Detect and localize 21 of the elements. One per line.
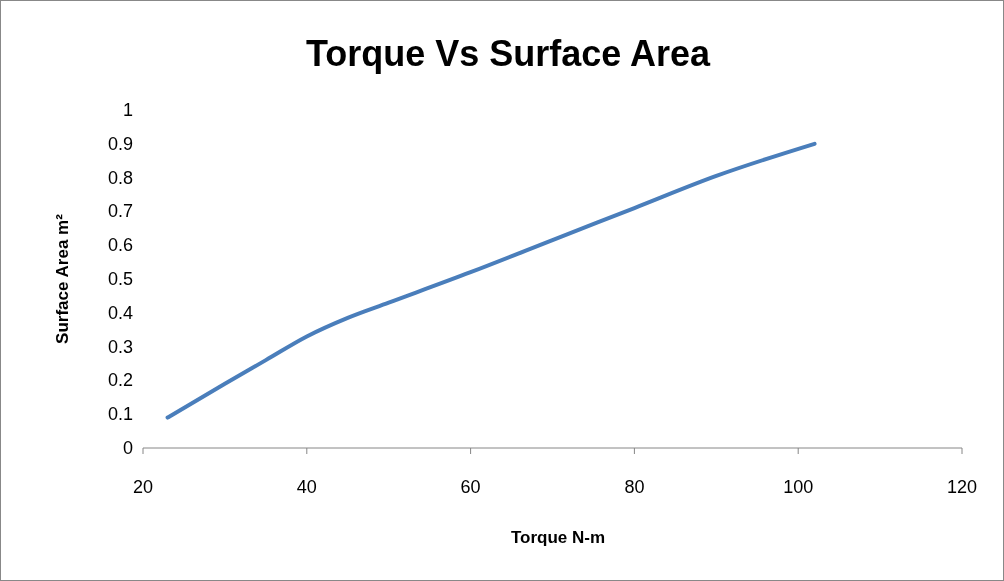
x-tick-label: 40 [296, 477, 317, 497]
x-tick-label: 60 [460, 477, 481, 497]
chart-title: Torque Vs Surface Area [305, 33, 712, 74]
y-tick-label: 0.7 [107, 201, 133, 222]
line-series [165, 141, 817, 420]
y-tick-label: 1 [122, 100, 133, 120]
x-tick-label: 100 [783, 477, 814, 497]
x-axis-title: Torque N-m [510, 528, 606, 547]
y-axis-title: Surface Area m² [53, 213, 72, 344]
y-tick-label: 0.6 [107, 235, 133, 256]
y-tick-label: 0.3 [107, 336, 133, 357]
x-tick-label: 80 [624, 477, 645, 497]
y-tick-label: 0.8 [107, 167, 133, 188]
y-tick-label: 0 [122, 438, 133, 458]
y-tick-label: 0.1 [107, 404, 133, 425]
y-tick-label: 0.5 [107, 269, 133, 289]
x-tick-label: 120 [946, 477, 978, 497]
y-tick-label: 0.4 [107, 302, 133, 323]
x-tick-label: 20 [132, 477, 154, 497]
y-tick-label: 0.9 [107, 133, 133, 154]
y-tick-label: 0.2 [107, 370, 133, 391]
